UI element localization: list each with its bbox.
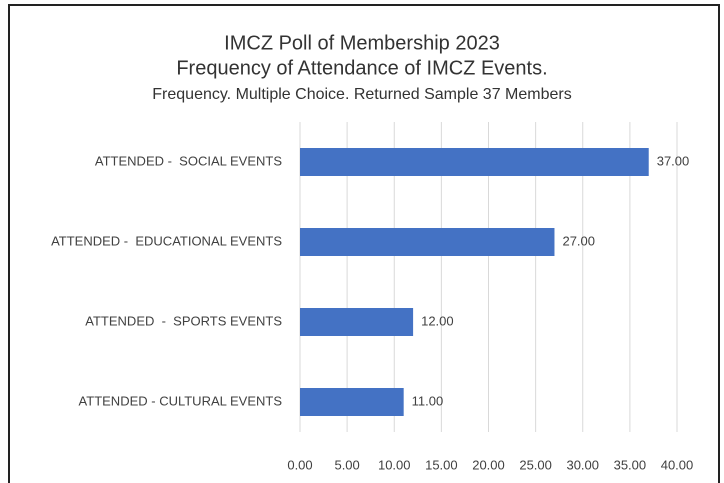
x-tick-label: 35.00	[614, 457, 647, 472]
x-tick-label: 10.00	[378, 457, 411, 472]
y-tick-label: ATTENDED - SOCIAL EVENTS	[95, 153, 282, 168]
value-label: 11.00	[412, 393, 444, 408]
y-tick-label: ATTENDED - CULTURAL EVENTS	[79, 393, 283, 408]
x-tick-label: 20.00	[472, 457, 505, 472]
x-tick-label: 40.00	[661, 457, 694, 472]
frame	[8, 4, 720, 483]
value-label: 12.00	[421, 313, 454, 328]
y-tick-label: ATTENDED - SPORTS EVENTS	[85, 313, 282, 328]
x-tick-label: 0.00	[287, 457, 312, 472]
bar	[300, 308, 414, 336]
x-tick-label: 30.00	[566, 457, 599, 472]
bar	[300, 148, 649, 176]
x-tick-label: 5.00	[334, 457, 359, 472]
y-tick-label: ATTENDED - EDUCATIONAL EVENTS	[51, 233, 282, 248]
bar	[300, 228, 555, 256]
chart-title: IMCZ Poll of Membership 2023	[224, 32, 500, 54]
bar	[300, 388, 404, 416]
chart-caption: Frequency. Multiple Choice. Returned Sam…	[152, 86, 571, 103]
chart-subtitle: Frequency of Attendance of IMCZ Events.	[176, 57, 547, 79]
value-label: 27.00	[562, 233, 595, 248]
x-tick-label: 15.00	[425, 457, 458, 472]
x-tick-label: 25.00	[519, 457, 552, 472]
value-label: 37.00	[657, 153, 690, 168]
